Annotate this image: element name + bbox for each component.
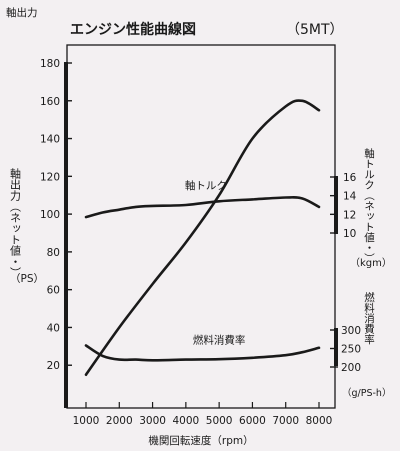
x-tick-label: 3000	[139, 415, 166, 427]
power-axis-label: 軸出力（ネット値・）	[9, 167, 22, 278]
tick-group: 1000 2000 3000 4000 5000 6000 7000 8000 20 40 60 80…	[40, 58, 361, 427]
torque-axis-unit: （kgm）	[350, 257, 392, 269]
fuel-tick-label: 200	[341, 362, 361, 374]
x-tick-label: 2000	[106, 415, 133, 427]
fuel-axis-unit: （g/PS-h）	[342, 387, 391, 399]
corner-label: 軸出力	[6, 6, 38, 19]
x-tick-label: 1000	[73, 415, 100, 427]
fuel-tick-label: 250	[341, 344, 361, 356]
torque-axis-label: 軸トルク（ネット値・）	[363, 147, 375, 263]
power-curve	[84, 99, 321, 376]
fuel-tick-label: 300	[341, 325, 361, 337]
power-tick-label: 140	[40, 134, 60, 146]
power-axis-band	[64, 62, 68, 408]
power-tick-label: 60	[47, 285, 60, 297]
power-tick-label: 120	[40, 171, 60, 183]
fuel-consumption-curve	[84, 344, 321, 362]
torque-tick-label: 12	[343, 209, 356, 221]
power-tick-label: 20	[47, 360, 60, 372]
chart-title: エンジン性能曲線図	[70, 21, 196, 38]
power-tick-label: 80	[47, 247, 60, 259]
x-axis-label: 機関回転速度（rpm）	[148, 434, 253, 447]
torque-tick-label: 14	[343, 191, 357, 203]
x-tick-label: 8000	[306, 415, 333, 427]
fuel-consumption-curve-label: 燃料消費率	[193, 333, 246, 346]
power-tick-label: 40	[47, 322, 60, 334]
power-tick-label: 160	[40, 96, 60, 108]
x-tick-label: 7000	[272, 415, 299, 427]
x-tick-label: 5000	[206, 415, 233, 427]
power-tick-label: 180	[40, 58, 60, 70]
torque-curve-label: 軸トルク	[185, 179, 227, 192]
torque-tick-label: 10	[343, 228, 356, 240]
fuel-axis-label: 燃料消費率	[363, 291, 375, 345]
torque-tick-label: 16	[343, 172, 357, 184]
x-tick-label: 4000	[172, 415, 199, 427]
x-tick-label: 6000	[239, 415, 266, 427]
torque-axis-band	[334, 176, 338, 234]
chart-subtitle: （5MT）	[286, 22, 344, 38]
power-axis-unit: （PS）	[10, 273, 44, 285]
fuel-axis-band	[334, 328, 338, 366]
torque-curve	[84, 196, 321, 219]
power-tick-label: 100	[40, 209, 60, 221]
